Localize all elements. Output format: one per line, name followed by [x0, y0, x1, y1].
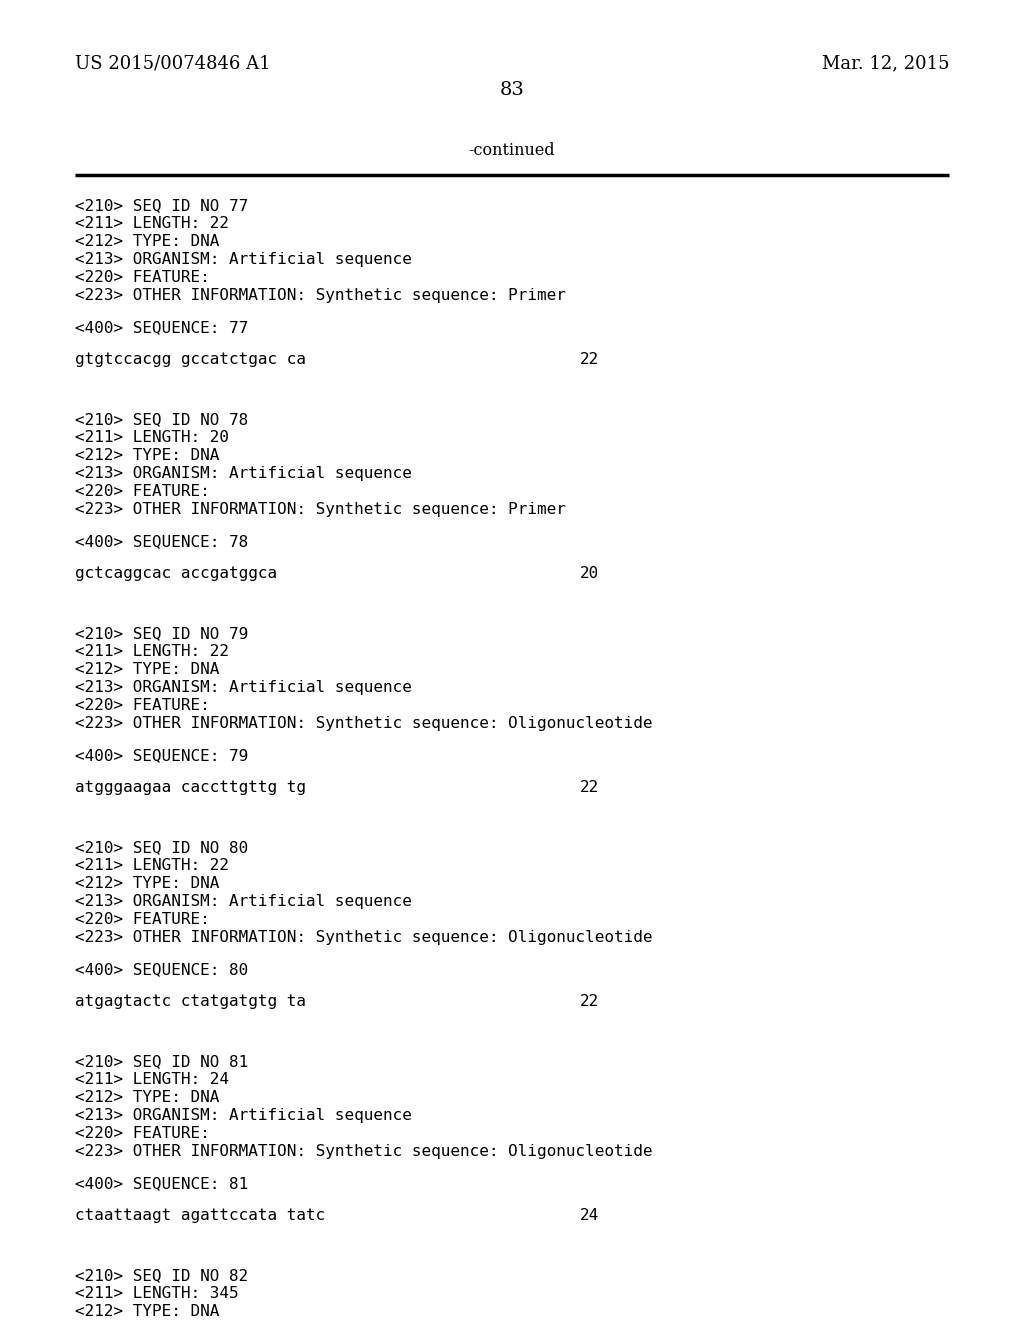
Text: <210> SEQ ID NO 78: <210> SEQ ID NO 78: [75, 412, 248, 426]
Text: <212> TYPE: DNA: <212> TYPE: DNA: [75, 447, 219, 463]
Text: <212> TYPE: DNA: <212> TYPE: DNA: [75, 1304, 219, 1319]
Text: 20: 20: [580, 566, 599, 581]
Text: <400> SEQUENCE: 80: <400> SEQUENCE: 80: [75, 962, 248, 977]
Text: <210> SEQ ID NO 82: <210> SEQ ID NO 82: [75, 1269, 248, 1283]
Text: <211> LENGTH: 22: <211> LENGTH: 22: [75, 858, 229, 873]
Text: <223> OTHER INFORMATION: Synthetic sequence: Primer: <223> OTHER INFORMATION: Synthetic seque…: [75, 288, 566, 304]
Text: <211> LENGTH: 24: <211> LENGTH: 24: [75, 1072, 229, 1086]
Text: atgggaagaa caccttgttg tg: atgggaagaa caccttgttg tg: [75, 780, 306, 795]
Text: <400> SEQUENCE: 78: <400> SEQUENCE: 78: [75, 535, 248, 549]
Text: <213> ORGANISM: Artificial sequence: <213> ORGANISM: Artificial sequence: [75, 252, 412, 267]
Text: <210> SEQ ID NO 81: <210> SEQ ID NO 81: [75, 1053, 248, 1069]
Text: <220> FEATURE:: <220> FEATURE:: [75, 1126, 210, 1140]
Text: <220> FEATURE:: <220> FEATURE:: [75, 912, 210, 927]
Text: US 2015/0074846 A1: US 2015/0074846 A1: [75, 54, 270, 73]
Text: ctaattaagt agattccata tatc: ctaattaagt agattccata tatc: [75, 1208, 326, 1224]
Text: <400> SEQUENCE: 81: <400> SEQUENCE: 81: [75, 1176, 248, 1191]
Text: <213> ORGANISM: Artificial sequence: <213> ORGANISM: Artificial sequence: [75, 894, 412, 909]
Text: <223> OTHER INFORMATION: Synthetic sequence: Oligonucleotide: <223> OTHER INFORMATION: Synthetic seque…: [75, 931, 652, 945]
Text: -continued: -continued: [469, 143, 555, 158]
Text: <211> LENGTH: 22: <211> LENGTH: 22: [75, 216, 229, 231]
Text: atgagtactc ctatgatgtg ta: atgagtactc ctatgatgtg ta: [75, 994, 306, 1008]
Text: <212> TYPE: DNA: <212> TYPE: DNA: [75, 663, 219, 677]
Text: <223> OTHER INFORMATION: Synthetic sequence: Oligonucleotide: <223> OTHER INFORMATION: Synthetic seque…: [75, 1144, 652, 1159]
Text: 83: 83: [500, 81, 524, 99]
Text: <210> SEQ ID NO 79: <210> SEQ ID NO 79: [75, 626, 248, 642]
Text: <210> SEQ ID NO 80: <210> SEQ ID NO 80: [75, 840, 248, 855]
Text: <223> OTHER INFORMATION: Synthetic sequence: Oligonucleotide: <223> OTHER INFORMATION: Synthetic seque…: [75, 715, 652, 731]
Text: <400> SEQUENCE: 79: <400> SEQUENCE: 79: [75, 748, 248, 763]
Text: 24: 24: [580, 1208, 599, 1224]
Text: <220> FEATURE:: <220> FEATURE:: [75, 698, 210, 713]
Text: <211> LENGTH: 22: <211> LENGTH: 22: [75, 644, 229, 659]
Text: 22: 22: [580, 994, 599, 1008]
Text: <212> TYPE: DNA: <212> TYPE: DNA: [75, 876, 219, 891]
Text: Mar. 12, 2015: Mar. 12, 2015: [821, 54, 949, 73]
Text: <220> FEATURE:: <220> FEATURE:: [75, 484, 210, 499]
Text: <223> OTHER INFORMATION: Synthetic sequence: Primer: <223> OTHER INFORMATION: Synthetic seque…: [75, 502, 566, 517]
Text: 22: 22: [580, 352, 599, 367]
Text: <213> ORGANISM: Artificial sequence: <213> ORGANISM: Artificial sequence: [75, 680, 412, 696]
Text: gctcaggcac accgatggca: gctcaggcac accgatggca: [75, 566, 278, 581]
Text: <211> LENGTH: 345: <211> LENGTH: 345: [75, 1286, 239, 1302]
Text: <210> SEQ ID NO 77: <210> SEQ ID NO 77: [75, 198, 248, 213]
Text: <220> FEATURE:: <220> FEATURE:: [75, 271, 210, 285]
Text: gtgtccacgg gccatctgac ca: gtgtccacgg gccatctgac ca: [75, 352, 306, 367]
Text: <400> SEQUENCE: 77: <400> SEQUENCE: 77: [75, 319, 248, 335]
Text: <213> ORGANISM: Artificial sequence: <213> ORGANISM: Artificial sequence: [75, 1107, 412, 1123]
Text: <213> ORGANISM: Artificial sequence: <213> ORGANISM: Artificial sequence: [75, 466, 412, 480]
Text: <212> TYPE: DNA: <212> TYPE: DNA: [75, 1090, 219, 1105]
Text: <212> TYPE: DNA: <212> TYPE: DNA: [75, 234, 219, 249]
Text: <211> LENGTH: 20: <211> LENGTH: 20: [75, 430, 229, 445]
Text: 22: 22: [580, 780, 599, 795]
